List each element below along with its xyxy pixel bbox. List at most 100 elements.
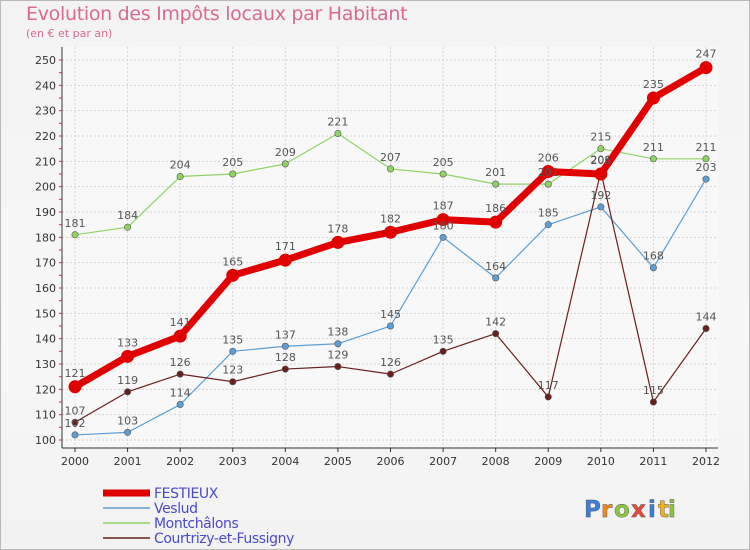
brand-logo-letter: i	[648, 497, 656, 523]
data-label-1: 103	[117, 414, 138, 427]
y-tick-label: 110	[35, 409, 56, 422]
y-tick-label: 200	[35, 181, 56, 194]
data-point-0	[226, 268, 240, 282]
data-point-3	[176, 370, 184, 378]
brand-logo-letter: i	[668, 497, 676, 523]
data-label-2: 201	[485, 166, 506, 179]
data-label-1: 192	[590, 189, 611, 202]
data-point-0	[278, 253, 292, 267]
y-tick-label: 100	[35, 434, 56, 447]
x-tick-label: 2001	[114, 455, 142, 468]
data-point-2	[176, 173, 184, 181]
data-point-3	[124, 388, 132, 396]
y-tick-label: 120	[35, 383, 56, 396]
data-point-3	[544, 393, 552, 401]
x-tick-label: 2011	[639, 455, 667, 468]
data-point-1	[176, 401, 184, 409]
data-label-2: 204	[170, 159, 191, 172]
data-label-0: 182	[380, 212, 401, 225]
data-label-3: 119	[117, 374, 138, 387]
y-tick-label: 220	[35, 130, 56, 143]
chart-subtitle: (en € et par an)	[26, 27, 113, 40]
legend-entry: Veslud	[154, 501, 198, 517]
data-point-3	[71, 418, 79, 426]
data-label-3: 206	[590, 153, 611, 166]
legend-entry: Courtrizy-et-Fussigny	[154, 531, 294, 547]
data-label-1: 114	[170, 387, 191, 400]
data-label-0: 186	[485, 202, 506, 215]
data-point-0	[121, 349, 135, 363]
x-tick-label: 2010	[587, 455, 615, 468]
data-label-3: 128	[275, 351, 296, 364]
data-label-2: 201	[538, 166, 559, 179]
data-point-2	[124, 223, 132, 231]
data-point-1	[334, 340, 342, 348]
x-tick-label: 2008	[482, 455, 510, 468]
y-tick-label: 160	[35, 282, 56, 295]
data-point-0	[68, 380, 82, 394]
y-tick-label: 170	[35, 257, 56, 270]
y-tick-label: 130	[35, 358, 56, 371]
legend-entry: Montchâlons	[154, 516, 238, 532]
data-label-2: 205	[222, 156, 243, 169]
x-tick-label: 2006	[377, 455, 405, 468]
data-label-2: 215	[590, 131, 611, 144]
data-label-1: 102	[65, 417, 86, 430]
data-label-3: 142	[485, 316, 506, 329]
data-point-0	[384, 225, 397, 239]
x-tick-label: 2012	[692, 455, 720, 468]
data-point-1	[439, 233, 447, 241]
x-tick-label: 2004	[271, 455, 299, 468]
data-label-2: 184	[117, 209, 138, 222]
data-label-3: 135	[433, 333, 454, 346]
x-tick-label: 2009	[534, 455, 562, 468]
data-point-1	[71, 431, 79, 439]
data-label-1: 168	[643, 250, 664, 263]
data-label-1: 180	[433, 219, 454, 232]
y-tick-label: 140	[35, 333, 56, 346]
data-point-0	[541, 164, 555, 178]
data-point-1	[492, 274, 500, 282]
data-label-2: 181	[65, 217, 86, 230]
data-label-2: 209	[275, 146, 296, 159]
data-point-0	[646, 91, 660, 105]
data-point-2	[544, 180, 552, 188]
data-point-2	[71, 231, 79, 239]
data-point-2	[597, 145, 605, 153]
data-point-1	[229, 347, 237, 355]
data-label-0: 121	[65, 367, 86, 380]
data-label-1: 185	[538, 207, 559, 220]
data-point-0	[594, 167, 608, 181]
y-tick-label: 150	[35, 307, 56, 320]
data-point-1	[281, 342, 289, 350]
brand-logo-letter: o	[614, 497, 630, 523]
data-point-3	[702, 325, 710, 333]
data-point-1	[702, 175, 710, 183]
data-label-3: 126	[380, 356, 401, 369]
x-tick-label: 2002	[166, 455, 194, 468]
x-tick-label: 2005	[324, 455, 352, 468]
data-point-3	[229, 378, 237, 386]
data-point-1	[124, 428, 132, 436]
data-point-2	[439, 170, 447, 178]
data-label-2: 211	[696, 141, 717, 154]
data-point-2	[649, 155, 657, 163]
x-tick-label: 2003	[219, 455, 247, 468]
data-point-3	[439, 347, 447, 355]
x-tick-label: 2007	[429, 455, 457, 468]
data-label-0: 165	[222, 255, 243, 268]
data-point-3	[281, 365, 289, 373]
data-label-1: 203	[696, 161, 717, 174]
data-label-3: 144	[696, 311, 717, 324]
brand-logo-letter: x	[631, 497, 646, 523]
data-label-0: 247	[696, 48, 717, 61]
data-label-0: 141	[170, 316, 191, 329]
data-label-1: 138	[327, 326, 348, 339]
y-tick-label: 230	[35, 105, 56, 118]
y-tick-label: 210	[35, 155, 56, 168]
data-label-2: 221	[327, 115, 348, 128]
data-label-3: 129	[327, 349, 348, 362]
data-label-1: 135	[222, 333, 243, 346]
x-tick-label: 2000	[61, 455, 89, 468]
